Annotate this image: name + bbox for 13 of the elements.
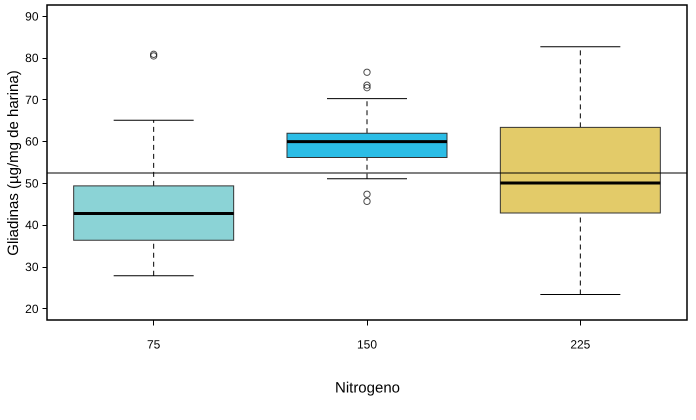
y-tick-label: 70 bbox=[25, 92, 39, 107]
x-tick-label: 225 bbox=[570, 338, 591, 352]
x-axis-title: Nitrogeno bbox=[334, 380, 400, 396]
y-tick-label: 90 bbox=[25, 9, 39, 24]
x-tick-label: 75 bbox=[146, 338, 161, 352]
y-tick-label: 20 bbox=[25, 302, 39, 316]
y-tick-label: 30 bbox=[25, 260, 39, 274]
y-axis-title: Gliadinas (µg/mg de harina) bbox=[5, 70, 22, 256]
y-tick-label: 80 bbox=[25, 51, 39, 66]
x-tick-label: 150 bbox=[356, 338, 378, 352]
y-tick-label: 60 bbox=[25, 134, 39, 149]
y-tick-label: 40 bbox=[25, 218, 39, 232]
y-tick-label: 50 bbox=[25, 176, 39, 190]
